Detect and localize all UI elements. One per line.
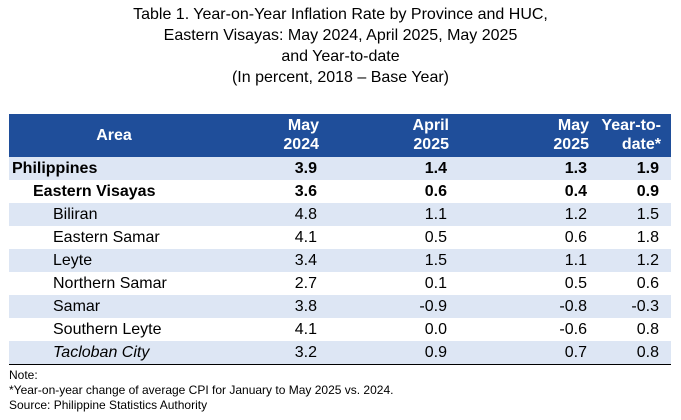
cell-may-2024: 3.4 [219, 249, 329, 272]
cell-year-to-date: 0.6 [599, 272, 671, 295]
cell-april-2025: -0.9 [329, 295, 459, 318]
cell-may-2025: 1.2 [459, 203, 599, 226]
table-row: Northern Samar 2.7 0.1 0.5 0.6 [9, 272, 671, 295]
row-area: Northern Samar [9, 272, 219, 295]
row-area: Southern Leyte [9, 318, 219, 341]
header-row: Area May 2024 April 2025 May 2025 Year-t… [9, 114, 671, 157]
header-may-2024: May 2024 [219, 114, 329, 157]
header-april-2025-line1: April [412, 117, 449, 134]
cell-april-2025: 0.1 [329, 272, 459, 295]
title-line-2: Eastern Visayas: May 2024, April 2025, M… [163, 27, 518, 44]
cell-april-2025: 1.1 [329, 203, 459, 226]
cell-april-2025: 0.5 [329, 226, 459, 249]
header-ytd-line2: date* [621, 136, 661, 153]
cell-may-2024: 3.6 [219, 180, 329, 203]
cell-year-to-date: -0.3 [599, 295, 671, 318]
cell-year-to-date: 0.9 [599, 180, 671, 203]
cell-year-to-date: 1.2 [599, 249, 671, 272]
cell-april-2025: 1.4 [329, 156, 459, 180]
cell-may-2025: 0.7 [459, 341, 599, 365]
header-may-2024-line1: May [287, 117, 319, 134]
row-area: Eastern Samar [9, 226, 219, 249]
cell-year-to-date: 1.8 [599, 226, 671, 249]
table-row: Biliran 4.8 1.1 1.2 1.5 [9, 203, 671, 226]
cell-may-2024: 4.8 [219, 203, 329, 226]
title-line-4: (In percent, 2018 – Base Year) [231, 69, 450, 86]
note-label: Note: [9, 368, 38, 382]
header-area: Area [9, 114, 219, 157]
cell-may-2025: -0.8 [459, 295, 599, 318]
table-row: Leyte 3.4 1.5 1.1 1.2 [9, 249, 671, 272]
cell-may-2025: 0.4 [459, 180, 599, 203]
cell-year-to-date: 1.9 [599, 156, 671, 180]
cell-may-2024: 4.1 [219, 226, 329, 249]
cell-may-2024: 3.9 [219, 156, 329, 180]
header-may-2025-line2: 2025 [553, 136, 589, 153]
header-may-2025: May 2025 [459, 114, 599, 157]
cell-may-2024: 4.1 [219, 318, 329, 341]
cell-year-to-date: 1.5 [599, 203, 671, 226]
cell-may-2025: 1.1 [459, 249, 599, 272]
row-area: Samar [9, 295, 219, 318]
table-title: Table 1. Year-on-Year Inflation Rate by … [0, 4, 681, 88]
row-area: Eastern Visayas [9, 180, 219, 203]
cell-may-2025: 0.6 [459, 226, 599, 249]
header-ytd-line1: Year-to- [601, 117, 661, 134]
header-year-to-date: Year-to- date* [599, 114, 671, 157]
row-area: Philippines [9, 156, 219, 180]
row-area: Biliran [9, 203, 219, 226]
header-may-2024-line2: 2024 [283, 136, 319, 153]
cell-year-to-date: 0.8 [599, 341, 671, 365]
note-source: Source: Philippine Statistics Authority [9, 398, 208, 412]
cell-may-2025: -0.6 [459, 318, 599, 341]
table-notes: Note: *Year-on-year change of average CP… [9, 368, 393, 413]
header-april-2025-line2: 2025 [413, 136, 449, 153]
note-footnote: *Year-on-year change of average CPI for … [9, 383, 394, 397]
cell-may-2024: 2.7 [219, 272, 329, 295]
table-row: Philippines 3.9 1.4 1.3 1.9 [9, 156, 671, 180]
row-area: Leyte [9, 249, 219, 272]
cell-april-2025: 0.6 [329, 180, 459, 203]
table-row: Tacloban City 3.2 0.9 0.7 0.8 [9, 341, 671, 365]
cell-april-2025: 0.9 [329, 341, 459, 365]
table-row: Samar 3.8 -0.9 -0.8 -0.3 [9, 295, 671, 318]
cell-may-2024: 3.2 [219, 341, 329, 365]
cell-year-to-date: 0.8 [599, 318, 671, 341]
cell-april-2025: 1.5 [329, 249, 459, 272]
cell-april-2025: 0.0 [329, 318, 459, 341]
inflation-table: Area May 2024 April 2025 May 2025 Year-t… [9, 114, 671, 365]
table-row: Southern Leyte 4.1 0.0 -0.6 0.8 [9, 318, 671, 341]
cell-may-2024: 3.8 [219, 295, 329, 318]
header-april-2025: April 2025 [329, 114, 459, 157]
cell-may-2025: 0.5 [459, 272, 599, 295]
table-row: Eastern Samar 4.1 0.5 0.6 1.8 [9, 226, 671, 249]
title-line-3: and Year-to-date [281, 48, 400, 65]
row-area: Tacloban City [9, 341, 219, 365]
table-row: Eastern Visayas 3.6 0.6 0.4 0.9 [9, 180, 671, 203]
cell-may-2025: 1.3 [459, 156, 599, 180]
header-may-2025-line1: May [557, 117, 589, 134]
title-line-1: Table 1. Year-on-Year Inflation Rate by … [133, 6, 548, 23]
